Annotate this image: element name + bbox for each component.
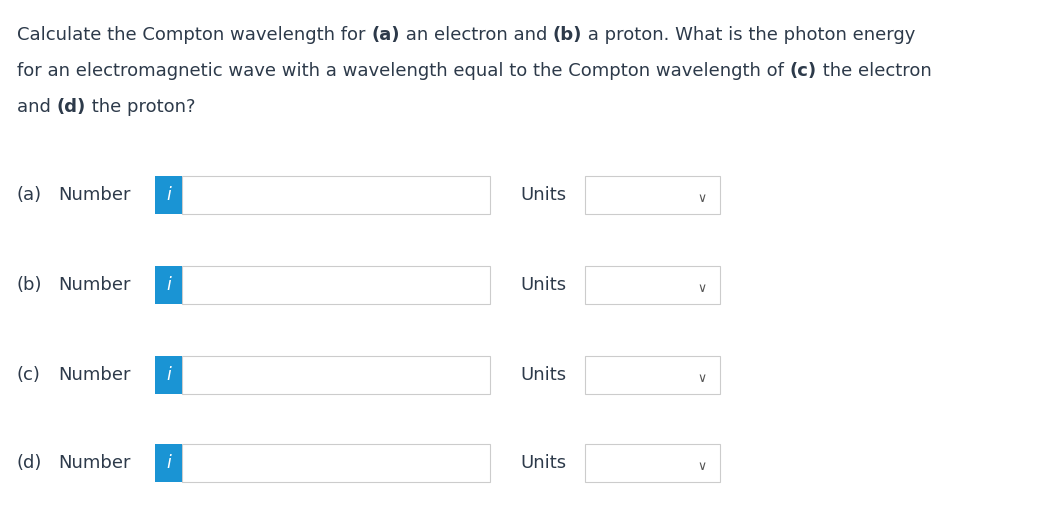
Text: Units: Units bbox=[520, 366, 566, 384]
Text: i: i bbox=[167, 186, 171, 204]
Text: i: i bbox=[167, 276, 171, 294]
Text: Units: Units bbox=[520, 186, 566, 204]
FancyBboxPatch shape bbox=[155, 266, 182, 304]
FancyBboxPatch shape bbox=[585, 444, 720, 482]
Text: Number: Number bbox=[58, 366, 131, 384]
Text: (a): (a) bbox=[17, 186, 42, 204]
FancyBboxPatch shape bbox=[155, 444, 182, 482]
Text: i: i bbox=[167, 454, 171, 472]
FancyBboxPatch shape bbox=[182, 444, 490, 482]
Text: (b): (b) bbox=[553, 26, 582, 44]
Text: a proton. What is the photon energy: a proton. What is the photon energy bbox=[582, 26, 916, 44]
Text: Calculate the Compton wavelength for: Calculate the Compton wavelength for bbox=[17, 26, 371, 44]
Text: ∨: ∨ bbox=[698, 192, 706, 204]
Text: the proton?: the proton? bbox=[85, 98, 195, 116]
Text: (b): (b) bbox=[17, 276, 42, 294]
Text: ∨: ∨ bbox=[698, 281, 706, 295]
Text: for an electromagnetic wave with a wavelength equal to the Compton wavelength of: for an electromagnetic wave with a wavel… bbox=[17, 62, 789, 80]
Text: (d): (d) bbox=[17, 454, 42, 472]
Text: Number: Number bbox=[58, 276, 131, 294]
Text: (a): (a) bbox=[371, 26, 399, 44]
FancyBboxPatch shape bbox=[182, 176, 490, 214]
Text: (d): (d) bbox=[57, 98, 85, 116]
FancyBboxPatch shape bbox=[585, 266, 720, 304]
Text: the electron: the electron bbox=[817, 62, 932, 80]
Text: Units: Units bbox=[520, 454, 566, 472]
FancyBboxPatch shape bbox=[585, 176, 720, 214]
Text: Number: Number bbox=[58, 186, 131, 204]
FancyBboxPatch shape bbox=[585, 356, 720, 394]
Text: i: i bbox=[167, 366, 171, 384]
Text: and: and bbox=[17, 98, 57, 116]
Text: ∨: ∨ bbox=[698, 372, 706, 384]
Text: (c): (c) bbox=[17, 366, 41, 384]
Text: an electron and: an electron and bbox=[399, 26, 553, 44]
Text: Number: Number bbox=[58, 454, 131, 472]
Text: Units: Units bbox=[520, 276, 566, 294]
FancyBboxPatch shape bbox=[155, 176, 182, 214]
Text: ∨: ∨ bbox=[698, 459, 706, 473]
FancyBboxPatch shape bbox=[155, 356, 182, 394]
FancyBboxPatch shape bbox=[182, 356, 490, 394]
FancyBboxPatch shape bbox=[182, 266, 490, 304]
Text: (c): (c) bbox=[789, 62, 817, 80]
